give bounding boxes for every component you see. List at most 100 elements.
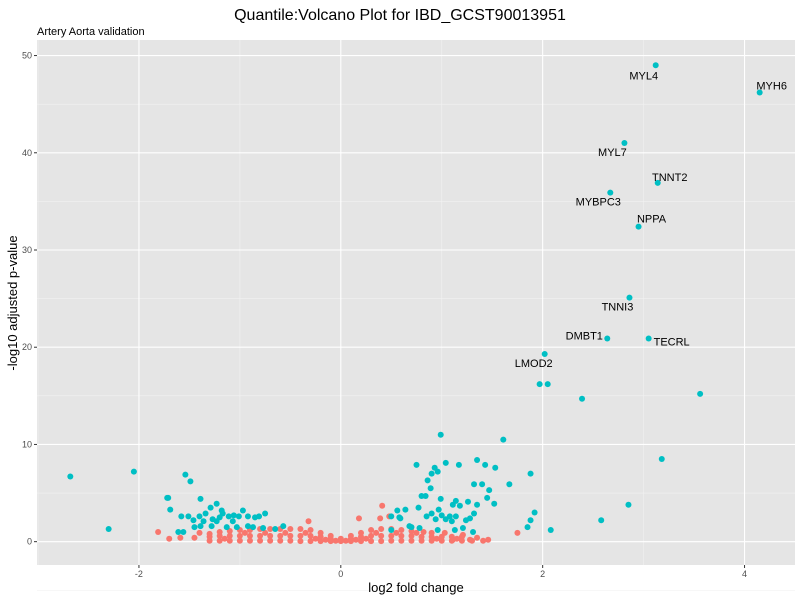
gene-label: MYL7 [598,147,627,159]
significant-point [432,516,439,523]
significant-point [202,510,209,517]
not-significant-point [236,537,243,544]
significant-point [544,381,551,388]
significant-point [464,498,471,505]
significant-point [598,517,605,524]
not-significant-point [302,529,309,536]
significant-point [422,492,429,499]
not-significant-point [297,526,304,533]
not-significant-point [327,532,334,539]
not-significant-point [317,529,324,536]
significant-point [402,506,409,513]
significant-point [213,500,220,507]
not-significant-point [312,535,319,542]
gene-label: TNNI3 [602,302,634,314]
significant-point [207,504,214,511]
significant-point [239,507,246,514]
not-significant-point [418,533,425,540]
significant-point [229,518,236,525]
significant-point [459,525,466,532]
not-significant-point [267,532,274,539]
significant-point [424,477,431,484]
not-significant-point [347,532,354,539]
labeled-gene-point [604,335,611,342]
significant-point [388,513,395,520]
not-significant-point [307,538,314,545]
significant-point [408,524,415,531]
gene-label: TNNT2 [652,172,687,184]
not-significant-point [438,533,445,540]
labeled-gene-point [652,62,659,69]
significant-point [428,470,435,477]
significant-point [260,525,267,532]
significant-point [527,470,534,477]
data-points [67,62,763,545]
significant-point [442,459,449,466]
not-significant-point [262,529,269,536]
not-significant-point [317,538,324,545]
not-significant-point [287,526,294,533]
not-significant-point [474,534,481,541]
significant-point [197,523,204,530]
significant-point [452,513,459,520]
significant-point [437,431,444,438]
significant-point [524,524,531,531]
significant-point [658,456,665,463]
labeled-gene-point [635,223,642,230]
not-significant-point [221,535,228,542]
x-tick-label: -2 [135,569,143,579]
gene-label: LMOD2 [515,358,553,370]
not-significant-point [398,537,405,544]
significant-point [388,527,395,533]
significant-point [182,471,189,478]
not-significant-point [297,538,304,545]
not-significant-point [196,529,203,536]
x-tick-label: 2 [540,569,545,579]
significant-point [536,381,543,388]
not-significant-point [287,532,294,539]
not-significant-point [355,515,362,522]
significant-point [230,512,237,519]
significant-point [486,487,493,494]
significant-point [130,468,137,475]
not-significant-point [282,529,289,536]
not-significant-point [368,538,375,545]
labeled-gene-point [645,335,652,342]
significant-point [415,504,422,511]
significant-point [442,516,449,523]
not-significant-point [363,535,370,542]
significant-point [208,523,215,530]
not-significant-point [514,529,521,536]
not-significant-point [393,529,400,536]
not-significant-point [305,518,312,525]
not-significant-point [357,538,364,545]
significant-point [67,473,74,480]
not-significant-point [177,534,184,541]
grid-lines [37,40,795,591]
not-significant-point [373,529,380,536]
labeled-gene-point [626,294,633,301]
gene-label: DMBT1 [566,330,603,342]
significant-point [462,517,469,524]
significant-point [479,481,486,488]
labeled-gene-point [621,140,628,147]
significant-point [235,513,242,520]
significant-point [547,527,554,533]
significant-point [448,518,455,525]
significant-point [244,523,251,530]
y-tick-label: 10 [22,439,32,449]
not-significant-point [388,532,395,539]
not-significant-point [458,533,465,540]
significant-point [471,510,478,517]
not-significant-point [379,502,386,509]
significant-point [187,478,194,485]
significant-point [165,494,172,501]
gene-labels: MYL4 MYH6 MYL7 TNNT2 MYBPC3 NPPA TNNI3 DMBT1 TEC… [515,70,787,370]
not-significant-point [368,532,375,539]
significant-point [105,526,112,533]
not-significant-point [398,527,405,533]
not-significant-point [342,537,349,544]
not-significant-point [480,537,487,544]
not-significant-point [257,537,264,544]
